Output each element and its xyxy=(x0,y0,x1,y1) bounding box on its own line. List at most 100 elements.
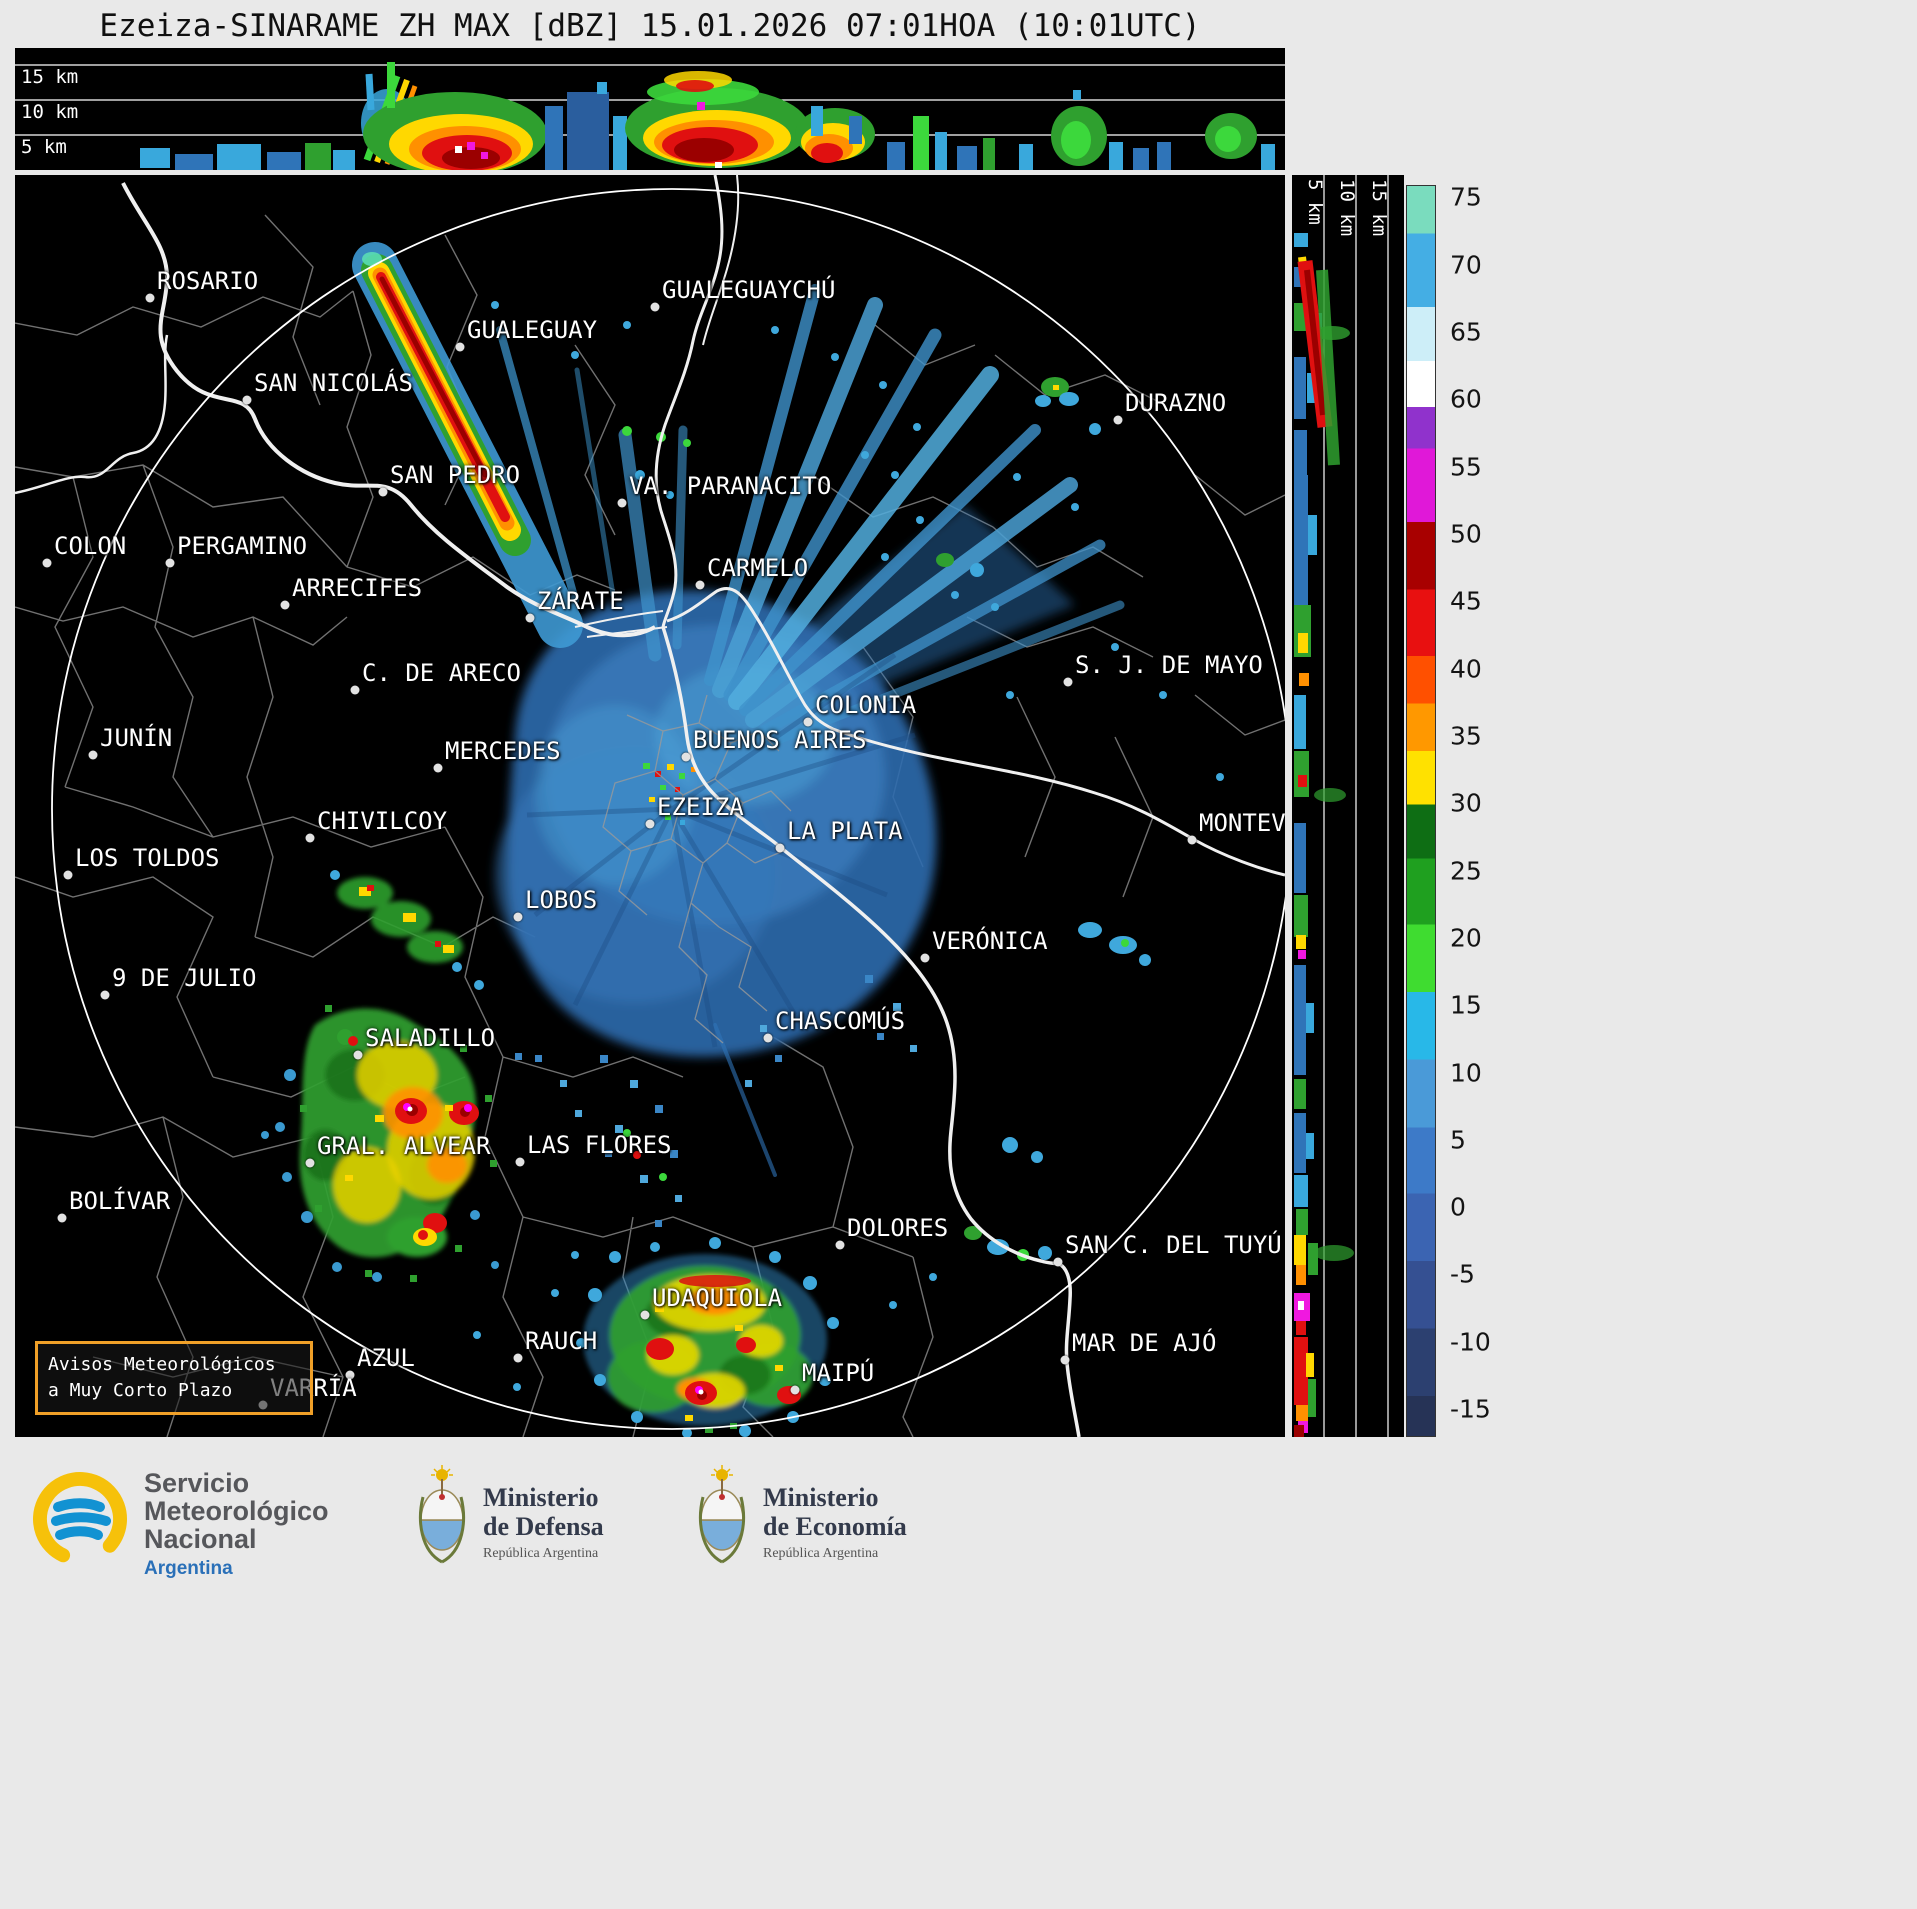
city-dot xyxy=(835,1240,845,1250)
city-dot xyxy=(165,558,175,568)
colorbar-tick-label: 25 xyxy=(1450,855,1482,885)
altitude-label-15km-v: 15 km xyxy=(1368,179,1390,237)
map-graphics xyxy=(15,175,1285,1437)
city-label: VA. PARANACITO xyxy=(629,472,832,500)
city-label: 9 DE JULIO xyxy=(112,964,257,992)
defensa-line2: de Defensa xyxy=(483,1512,604,1542)
colorbar-tick-label: 70 xyxy=(1450,250,1482,280)
economia-line1: Ministerio xyxy=(763,1483,879,1512)
city-dot xyxy=(790,1385,800,1395)
xz-echoes xyxy=(140,62,1275,170)
city-label: VERÓNICA xyxy=(932,927,1048,955)
city-label: SAN C. DEL TUYÚ xyxy=(1065,1231,1282,1259)
city-label: GUALEGUAY xyxy=(467,316,598,344)
defensa-line1: Ministerio xyxy=(483,1483,599,1512)
colorbar-tick-label: 30 xyxy=(1450,788,1482,818)
warning-line-1: Avisos Meteorológicos xyxy=(48,1354,276,1375)
city-dot xyxy=(1060,1355,1070,1365)
city-dot xyxy=(88,750,98,760)
city-label: JUNÍN xyxy=(100,724,173,752)
city-dot xyxy=(100,990,110,1000)
smn-name-line3: Nacional xyxy=(144,1524,257,1555)
city-dot xyxy=(433,763,443,773)
colorbar-ticks: 75 70 65 60 55 50 45 40 35 30 25 20 15 10 5 0 -5 -10 -15 xyxy=(1406,182,1506,1437)
city-label: LA PLATA xyxy=(787,817,903,845)
city-dot xyxy=(695,580,705,590)
city-dot xyxy=(63,870,73,880)
coat-of-arms-icon xyxy=(699,1465,745,1564)
city-dot xyxy=(378,487,388,497)
city-label: C. DE ARECO xyxy=(362,659,521,687)
city-dot xyxy=(455,342,465,352)
city-dot xyxy=(803,717,813,727)
defensa-sub: República Argentina xyxy=(483,1546,599,1562)
city-dot xyxy=(242,395,252,405)
city-dot xyxy=(650,302,660,312)
city-label: GRAL. ALVEAR xyxy=(317,1132,491,1160)
smn-name-line2: Meteorológico xyxy=(144,1496,329,1527)
colorbar-tick-label: 60 xyxy=(1450,384,1482,414)
city-dot xyxy=(645,819,655,829)
city-label: BOLÍVAR xyxy=(69,1187,171,1215)
city-label: MERCEDES xyxy=(445,737,561,765)
yz-cross-section-panel: 5 km 10 km 15 km xyxy=(1292,175,1404,1437)
city-dot xyxy=(353,1050,363,1060)
city-label: SALADILLO xyxy=(365,1024,496,1052)
city-dot xyxy=(345,1370,355,1380)
city-dot xyxy=(513,912,523,922)
city-label: COLONIA xyxy=(815,691,917,719)
colorbar-tick-label: 75 xyxy=(1450,182,1482,212)
city-dot xyxy=(57,1213,67,1223)
colorbar-tick-label: 45 xyxy=(1450,586,1482,616)
radar-map-panel: ROSARIO GUALEGUAYCHÚ GUALEGUAY SAN NICOLÁS D… xyxy=(15,175,1285,1437)
warning-line-2: a Muy Corto Plazo xyxy=(48,1380,233,1402)
rivers xyxy=(15,175,1285,1437)
xz-cross-section-panel: 15 km 10 km 5 km xyxy=(15,48,1285,170)
altitude-label-10km: 10 km xyxy=(21,101,79,123)
defensa-logo-block: Ministerio de Defensa República Argentin… xyxy=(415,1465,604,1569)
city-dot xyxy=(640,1310,650,1320)
city-dot xyxy=(515,1157,525,1167)
city-label: AZUL xyxy=(357,1344,415,1372)
city-dot xyxy=(145,293,155,303)
colorbar-tick-label: 5 xyxy=(1450,1125,1466,1155)
city-dot xyxy=(775,843,785,853)
colorbar: 75 70 65 60 55 50 45 40 35 30 25 20 15 10 5 0 -5 -10 -15 xyxy=(1406,183,1491,1437)
city-label: MAIPÚ xyxy=(802,1359,875,1387)
smn-swirl-icon xyxy=(33,1472,127,1566)
coat-of-arms-icon xyxy=(419,1465,465,1564)
colorbar-gradient xyxy=(1406,185,1436,1437)
sw-storm-cluster xyxy=(261,870,499,1282)
city-label: S. J. DE MAYO xyxy=(1075,651,1263,679)
city-label: EZEIZA xyxy=(657,793,744,821)
city-dot xyxy=(350,685,360,695)
city-dot xyxy=(1187,835,1197,845)
city-label: SAN PEDRO xyxy=(390,461,521,489)
city-dot xyxy=(280,600,290,610)
colorbar-tick-label: 10 xyxy=(1450,1057,1482,1087)
city-label: DURAZNO xyxy=(1125,389,1227,417)
south-storm-cluster xyxy=(576,1237,839,1437)
city-dot xyxy=(1113,415,1123,425)
city-dot xyxy=(617,498,627,508)
amba-boundaries xyxy=(602,694,792,1044)
city-dot xyxy=(525,613,535,623)
city-dot xyxy=(1053,1257,1063,1267)
city-label: MONTEV xyxy=(1199,809,1285,837)
city-label: ARRECIFES xyxy=(292,574,423,602)
city-label: CHASCOMÚS xyxy=(775,1007,906,1035)
colorbar-tick-label: -5 xyxy=(1450,1259,1475,1289)
city-label: ZÁRATE xyxy=(537,587,624,615)
smn-name-line1: Servicio xyxy=(144,1468,250,1498)
footer: Servicio Meteorológico Nacional Argentin… xyxy=(0,1455,1917,1655)
city-dot xyxy=(763,1033,773,1043)
city-dot xyxy=(681,752,691,762)
xz-echo-graphics xyxy=(15,62,1285,170)
city-dot xyxy=(920,953,930,963)
echo-layer xyxy=(261,242,1224,1437)
city-label: RAUCH xyxy=(525,1327,598,1355)
colorbar-tick-label: -10 xyxy=(1450,1327,1491,1357)
city-dot xyxy=(305,1158,315,1168)
colorbar-tick-label: 50 xyxy=(1450,519,1482,549)
